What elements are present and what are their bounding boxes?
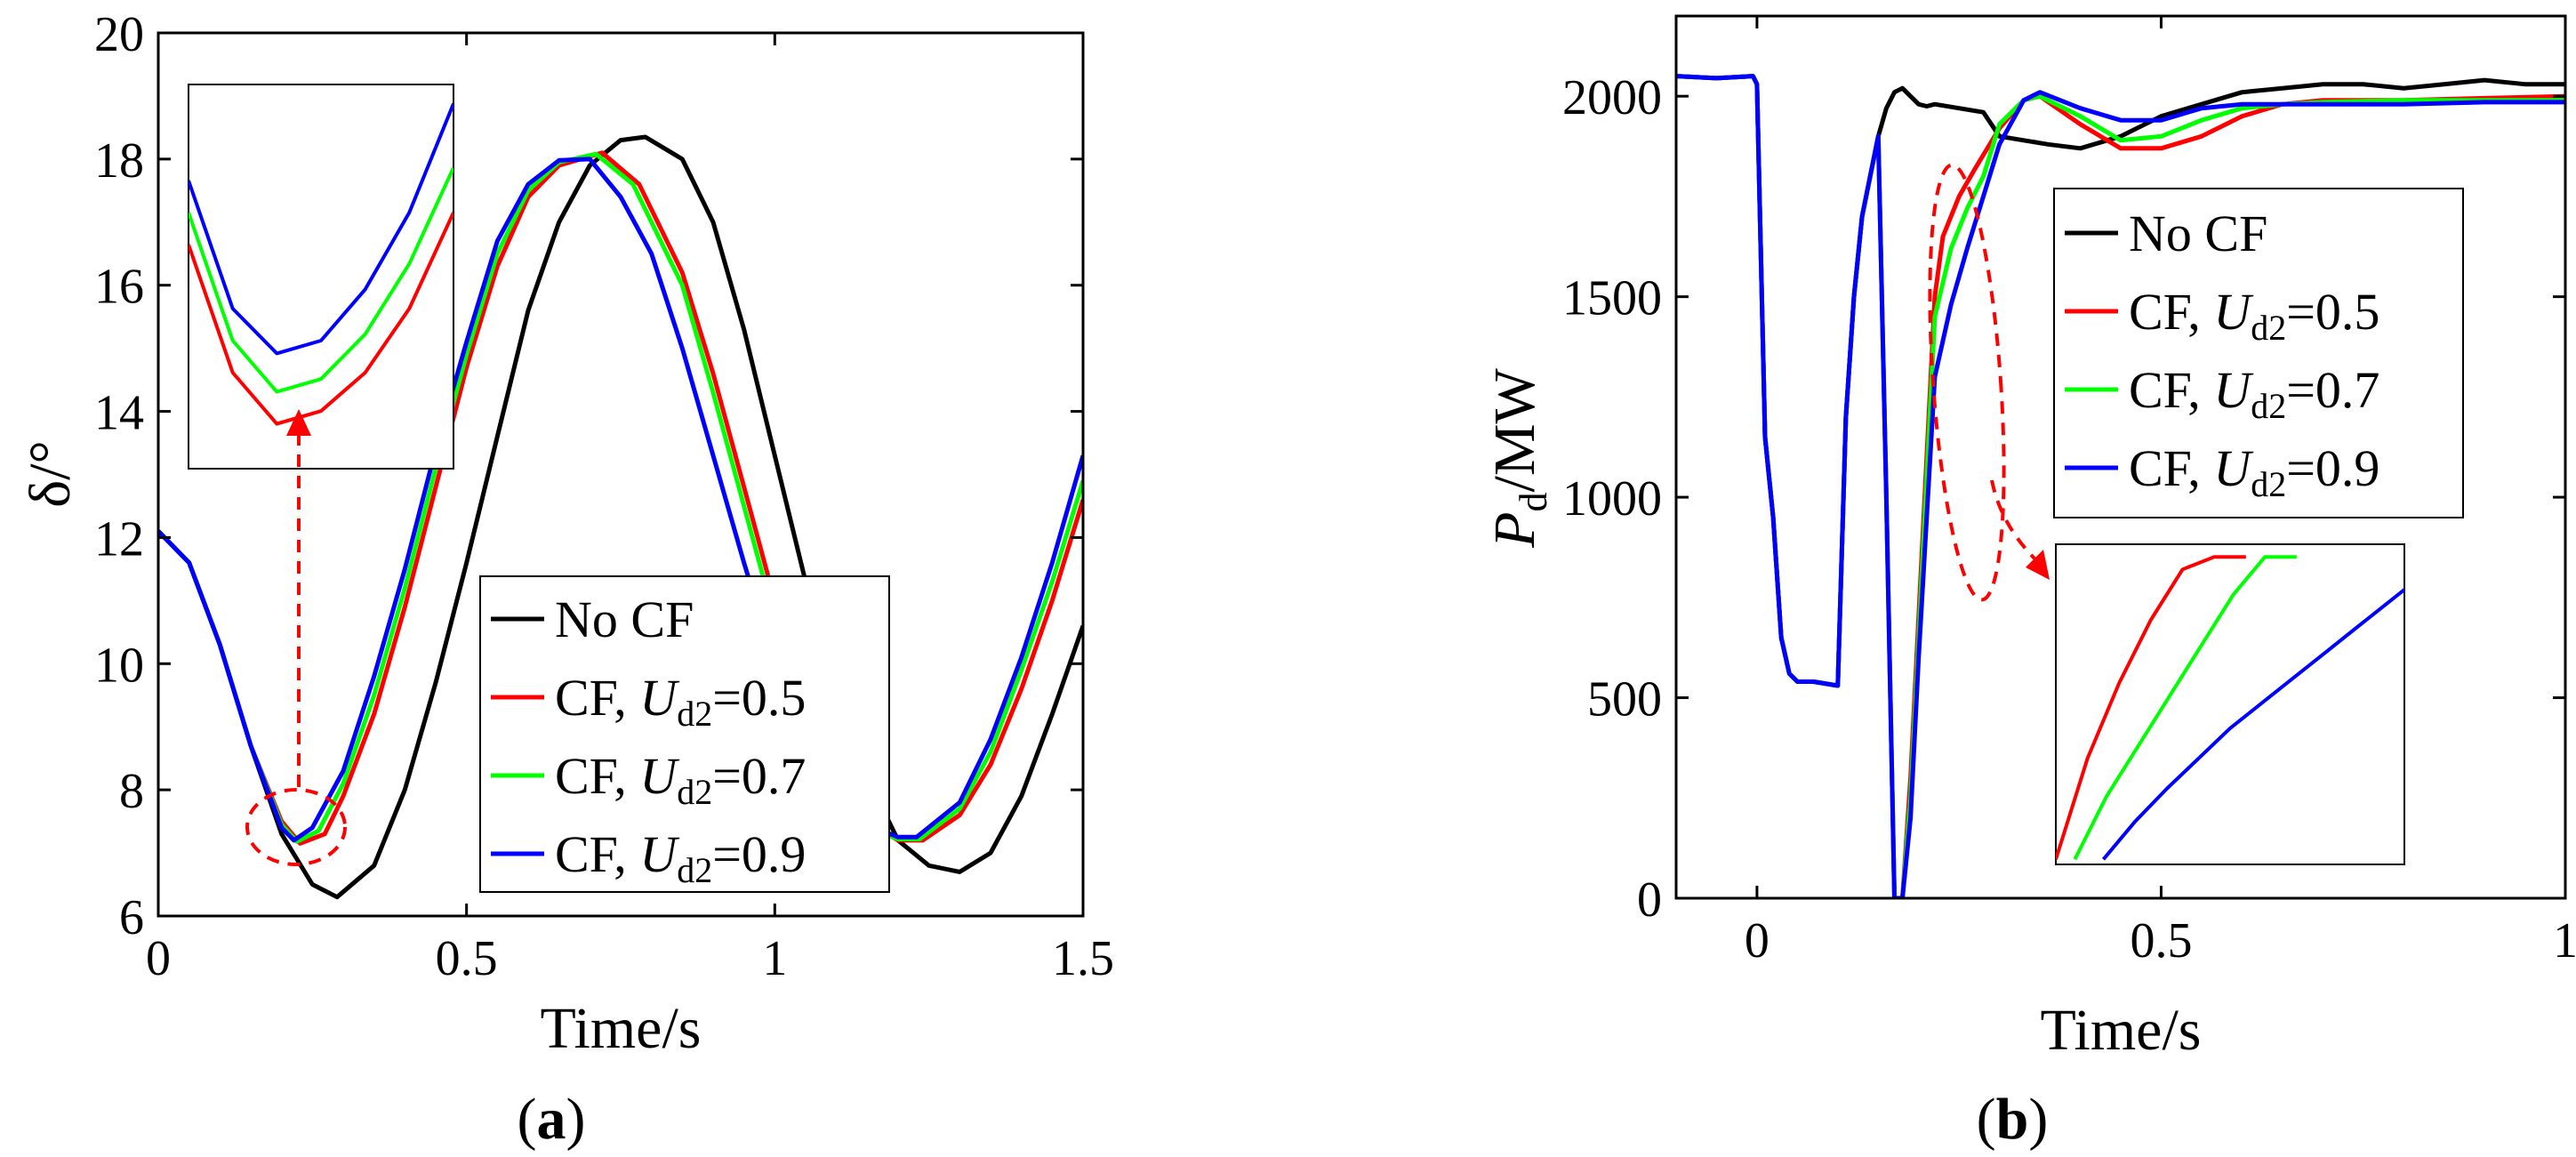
panel-b-xtick-label: 0.5	[2130, 913, 2192, 968]
panel-b-ytick-label: 0	[1637, 872, 1662, 928]
panel-b-legend: No CF CF, Ud2=0.5 CF, Ud2=0.7 CF, Ud2=0.9	[2053, 188, 2464, 518]
panel-a-series-line-1	[158, 150, 1083, 846]
panel-a-inset-line-3	[189, 102, 453, 356]
panel-a-inset-line-2	[189, 166, 453, 394]
panel-b-caption-open: (	[1977, 1087, 1996, 1152]
panel-a-axes-box	[156, 31, 1085, 918]
panel-a-legend-label-2: CF, Ud2=0.7	[555, 747, 806, 812]
panel-b-axes-box	[1674, 14, 2567, 900]
panel-b-caption-letter: b	[1996, 1087, 2029, 1152]
panel-b-ytick-label: 2000	[1562, 70, 1662, 125]
panel-a-ytick-label: 12	[94, 511, 144, 566]
panel-a-caption-close: )	[566, 1087, 586, 1152]
panel-b-inset-box	[2055, 543, 2405, 865]
panel-b-inset	[2055, 543, 2405, 865]
panel-a-ytick-label: 18	[94, 133, 144, 189]
panel-b-legend-label-1: CF, Ud2=0.5	[2129, 283, 2379, 348]
panel-a-inset	[188, 84, 454, 470]
panel-a-zoom-arrowhead	[286, 409, 311, 436]
panel-a-ytick-label: 14	[94, 386, 144, 441]
panel-a-inset-lines	[189, 102, 453, 426]
panel-b-ylabel-sub: d	[1512, 493, 1555, 512]
panel-b-plot-area	[1676, 74, 2565, 898]
panel-b-xlabel: Time/s	[2041, 998, 2202, 1063]
panel-a-legend: No CF CF, Ud2=0.5 CF, Ud2=0.7 CF, Ud2=0.9	[479, 575, 890, 893]
panel-b-ylabel-unit: /MW	[1482, 367, 1547, 492]
panel-b-ytick-label: 500	[1587, 672, 1662, 727]
panel-a-ytick-label: 8	[119, 764, 144, 819]
panel-b-ticks: 0 0.5 1 0 500 1000 1500 2000	[1562, 16, 2576, 968]
panel-a-xtick-label: 1.5	[1052, 931, 1114, 986]
panel-a-caption: (a)	[518, 1087, 586, 1152]
panel-a-ytick-label: 6	[119, 890, 144, 945]
panel-a-legend-label-0: No CF	[555, 591, 694, 648]
panel-b-zoom-ellipse	[1928, 163, 2006, 602]
panel-b-zoom-arrow	[1990, 479, 2038, 562]
panel-a-ticks: 0 0.5 1 1.5 6 8 10 12 14 16 18 20	[94, 7, 1114, 986]
panel-a-xtick-label: 0	[146, 931, 171, 986]
panel-a-ytick-label: 10	[94, 638, 144, 693]
panel-a-inset-box	[188, 84, 454, 470]
panel-a-ylabel: δ/°	[18, 440, 83, 508]
panel-a-legend-label-3: CF, Ud2=0.9	[555, 825, 806, 890]
panel-b-ylabel-var: P	[1482, 512, 1547, 549]
panel-a-inset-line-1	[189, 212, 453, 426]
panel-a-xlabel: Time/s	[541, 996, 702, 1061]
panel-a-caption-open: (	[518, 1087, 537, 1152]
panel-b-inset-lines	[2056, 555, 2404, 861]
panel-a: 0 0.5 1 1.5 6 8 10 12 14 16 18 20 Time/s δ/° No CF C…	[18, 7, 1114, 1152]
panel-b-legend-box	[2053, 188, 2464, 518]
panel-a-zoom-ellipse	[245, 788, 347, 866]
panel-b-legend-label-3: CF, Ud2=0.9	[2129, 439, 2379, 504]
panel-b-legend-label-0: No CF	[2129, 205, 2267, 262]
panel-b-legend-label-2: CF, Ud2=0.7	[2129, 361, 2379, 426]
panel-a-legend-box	[479, 575, 890, 893]
panel-b-series-line-3	[1676, 74, 2565, 898]
panel-b: 0 0.5 1 0 500 1000 1500 2000 Time/s Pd/MW No CF…	[1482, 14, 2576, 1152]
panel-a-ytick-label: 16	[94, 260, 144, 315]
panel-b-xtick-label: 1	[2553, 913, 2576, 968]
panel-a-series-line-0	[158, 134, 1083, 900]
panel-b-inset-line-2	[2073, 555, 2297, 861]
panel-b-zoom-arrowhead	[2026, 550, 2050, 580]
panel-b-ylabel: Pd/MW	[1482, 367, 1555, 548]
panel-a-xtick-label: 0.5	[436, 931, 498, 986]
panel-b-inset-line-1	[2056, 555, 2246, 860]
panel-a-series-line-2	[158, 151, 1083, 844]
panel-a-legend-label-1: CF, Ud2=0.5	[555, 669, 806, 734]
panel-b-caption-close: )	[2028, 1087, 2048, 1152]
panel-b-caption: (b)	[1977, 1087, 2049, 1152]
panel-b-inset-line-3	[2101, 587, 2404, 861]
panel-a-xtick-label: 1	[762, 931, 787, 986]
panel-a-plot-area	[158, 134, 1083, 900]
panel-a-ytick-label: 20	[94, 7, 144, 62]
panel-b-ytick-label: 1500	[1562, 271, 1662, 326]
panel-a-series-line-3	[158, 157, 1083, 843]
panel-b-xtick-label: 0	[1745, 913, 1769, 968]
panel-a-caption-letter: a	[537, 1087, 566, 1152]
panel-b-ytick-label: 1000	[1562, 471, 1662, 526]
